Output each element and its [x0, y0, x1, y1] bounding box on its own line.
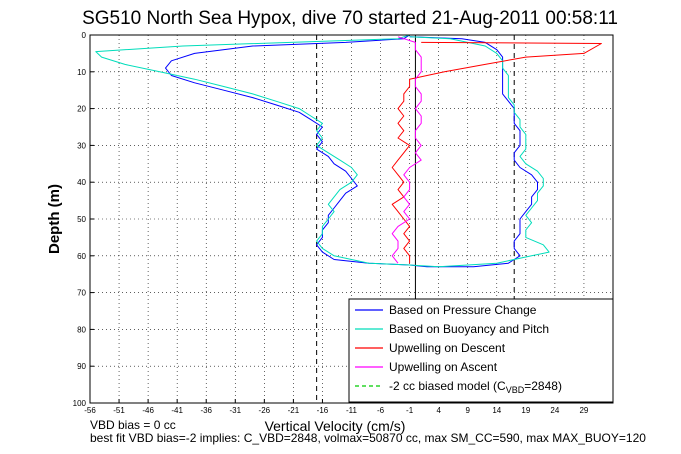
x-tick-label: -26: [259, 406, 271, 415]
series-line-2: [95, 34, 550, 268]
fit-summary-note: best fit VBD bias=-2 implies: C_VBD=2848…: [90, 431, 646, 445]
y-tick-label: 80: [77, 325, 86, 334]
y-tick-label: 0: [82, 31, 87, 40]
series-line-4: [391, 36, 422, 264]
legend-label: Based on Pressure Change: [389, 303, 537, 317]
y-axis-label: Depth (m): [46, 184, 63, 254]
y-tick-label: 50: [77, 215, 86, 224]
x-tick-label: 4: [436, 406, 441, 415]
y-axis-ticks: 0 10 20 30 40 50 60 70 80 90 100: [73, 31, 94, 408]
legend-label: Upwelling on Descent: [389, 341, 506, 355]
x-tick-label: -11: [346, 406, 358, 415]
y-tick-label: 90: [77, 362, 86, 371]
y-tick-label: 100: [73, 399, 87, 408]
x-tick-label: 29: [579, 406, 588, 415]
series-line-1: [165, 34, 538, 268]
y-tick-label: 20: [77, 105, 86, 114]
y-tick-label: 60: [77, 252, 86, 261]
y-tick-label: 10: [77, 68, 86, 77]
legend-box: [348, 298, 614, 403]
x-tick-label: -31: [229, 406, 241, 415]
x-tick-label: -1: [406, 406, 414, 415]
x-axis-ticks: -56 -51 -46 -41 -36 -31 -26 -21 -16 -11 -6 -1 4 9 14 19…: [84, 399, 589, 415]
x-tick-label: -21: [288, 406, 300, 415]
y-tick-label: 70: [77, 289, 86, 298]
y-tick-label: 40: [77, 178, 86, 187]
x-tick-label: -6: [377, 406, 385, 415]
x-tick-label: 19: [521, 406, 530, 415]
y-tick-label: 30: [77, 141, 86, 150]
chart-title: SG510 North Sea Hypox, dive 70 started 2…: [82, 8, 618, 29]
x-tick-label: -46: [142, 406, 154, 415]
x-tick-label: 9: [465, 406, 470, 415]
x-tick-label: -51: [113, 406, 125, 415]
x-tick-label: -36: [200, 406, 212, 415]
legend-label: Upwelling on Ascent: [389, 360, 498, 374]
x-axis-label: Vertical Velocity (cm/s): [265, 418, 406, 434]
legend-label: Based on Buoyancy and Pitch: [389, 322, 549, 336]
series-line-3: [391, 41, 602, 264]
x-tick-label: 14: [492, 406, 501, 415]
vbd-bias-note: VBD bias = 0 cc: [90, 418, 176, 432]
x-tick-label: -56: [84, 406, 96, 415]
x-tick-label: -16: [317, 406, 329, 415]
series-layer: [95, 34, 602, 268]
legend-label: -2 cc biased model (CVBD=2848): [389, 379, 562, 395]
x-tick-label: 24: [550, 406, 559, 415]
x-tick-label: -41: [171, 406, 183, 415]
legend: Based on Pressure Change Based on Buoyanc…: [348, 298, 614, 403]
